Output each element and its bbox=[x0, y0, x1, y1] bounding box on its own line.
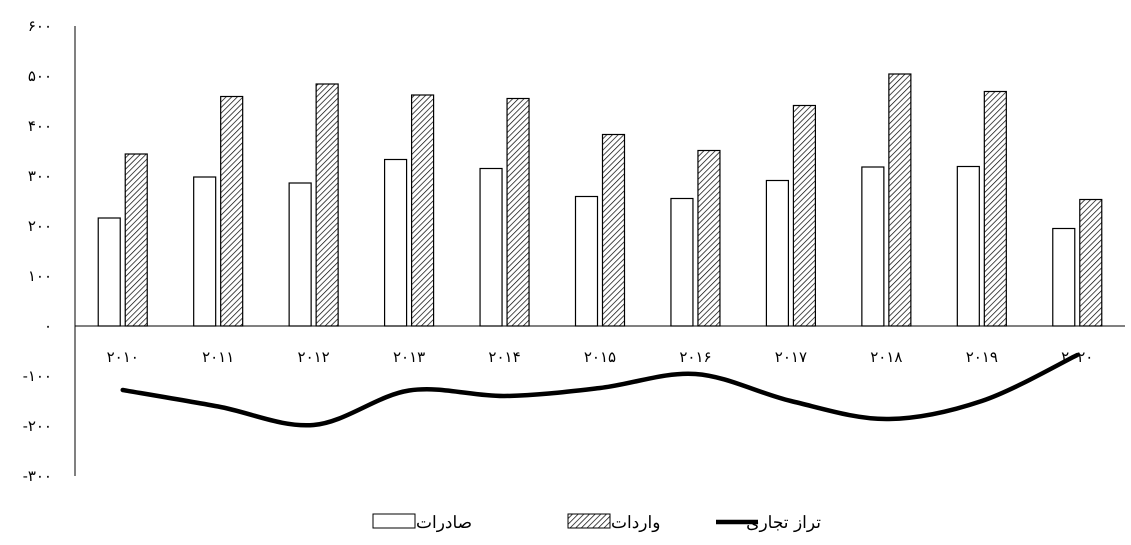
bar-exports bbox=[97, 217, 121, 327]
y-tick-label: ۰ bbox=[44, 317, 52, 335]
bar-exports bbox=[193, 176, 217, 327]
bar-imports bbox=[601, 133, 626, 327]
y-tick-label: ۴۰۰ bbox=[28, 117, 52, 135]
x-tick-label: ۲۰۱۹ bbox=[966, 348, 998, 366]
legend-label-exports: صادرات bbox=[416, 513, 472, 533]
trade-balance-line bbox=[120, 352, 1080, 428]
bar-imports bbox=[983, 90, 1007, 327]
x-tick-label: ۲۰۱۷ bbox=[775, 348, 807, 366]
bar-imports bbox=[315, 83, 339, 327]
legend: تراز تجاری واردات صادرات bbox=[372, 513, 821, 533]
bar-exports bbox=[383, 158, 408, 327]
bar-exports bbox=[956, 165, 980, 327]
y-tick-label: ۱۰۰ bbox=[28, 267, 52, 285]
x-tick-label: ۲۰۱۴ bbox=[488, 348, 520, 366]
bar-exports bbox=[574, 195, 599, 327]
y-tick-label: -۲۰۰ bbox=[23, 417, 52, 435]
x-tick-label: ۲۰۱۶ bbox=[679, 348, 711, 366]
bar-exports bbox=[670, 197, 694, 327]
legend-exports-swatch bbox=[372, 513, 416, 529]
bar-imports bbox=[888, 73, 912, 327]
y-tick-label: ۲۰۰ bbox=[28, 217, 52, 235]
y-tick-label: ۳۰۰ bbox=[28, 167, 52, 185]
x-tick-label: ۲۰۱۳ bbox=[393, 348, 425, 366]
legend-label-imports: واردات bbox=[611, 513, 660, 533]
bar-imports bbox=[124, 153, 148, 327]
x-tick-label: ۲۰۱۵ bbox=[584, 348, 616, 366]
legend-imports-swatch bbox=[567, 513, 611, 529]
y-tick-label: -۱۰۰ bbox=[23, 367, 52, 385]
bar-exports bbox=[1052, 227, 1076, 327]
x-tick-label: ۲۰۱۱ bbox=[202, 348, 234, 366]
x-tick-label: ۲۰۱۲ bbox=[298, 348, 330, 366]
bar-imports bbox=[792, 104, 817, 327]
x-axis-labels: ۲۰۱۰ ۲۰۱۱ ۲۰۱۲ ۲۰۱۳ ۲۰۱۴ ۲۰۱۵ ۲۰۱۶ ۲۰۱۷ ۲۰۱۸ ۲۰۱۹… bbox=[107, 348, 1094, 366]
bar-imports bbox=[410, 94, 435, 327]
bar-imports bbox=[506, 97, 530, 327]
bar-imports bbox=[697, 149, 721, 327]
bar-imports bbox=[220, 95, 244, 327]
bar-imports bbox=[1079, 198, 1103, 327]
y-tick-label: ۶۰۰ bbox=[28, 17, 52, 35]
legend-label-trade-balance: تراز تجاری bbox=[746, 513, 821, 533]
bar-exports bbox=[479, 167, 503, 327]
y-tick-label: -۳۰۰ bbox=[23, 467, 52, 485]
x-tick-label: ۲۰۱۰ bbox=[107, 348, 139, 366]
bar-exports bbox=[861, 166, 885, 327]
trade-balance-line-group bbox=[120, 352, 1080, 428]
y-axis-ticks: -۳۰۰ -۲۰۰ -۱۰۰ ۰ ۱۰۰ ۲۰۰ ۳۰۰ ۴۰۰ ۵۰۰ ۶۰۰ bbox=[23, 17, 76, 485]
x-tick-label: ۲۰۱۸ bbox=[870, 348, 902, 366]
bars bbox=[97, 73, 1103, 327]
y-tick-label: ۵۰۰ bbox=[28, 67, 52, 85]
bar-exports bbox=[765, 179, 790, 327]
bar-exports bbox=[288, 182, 312, 327]
